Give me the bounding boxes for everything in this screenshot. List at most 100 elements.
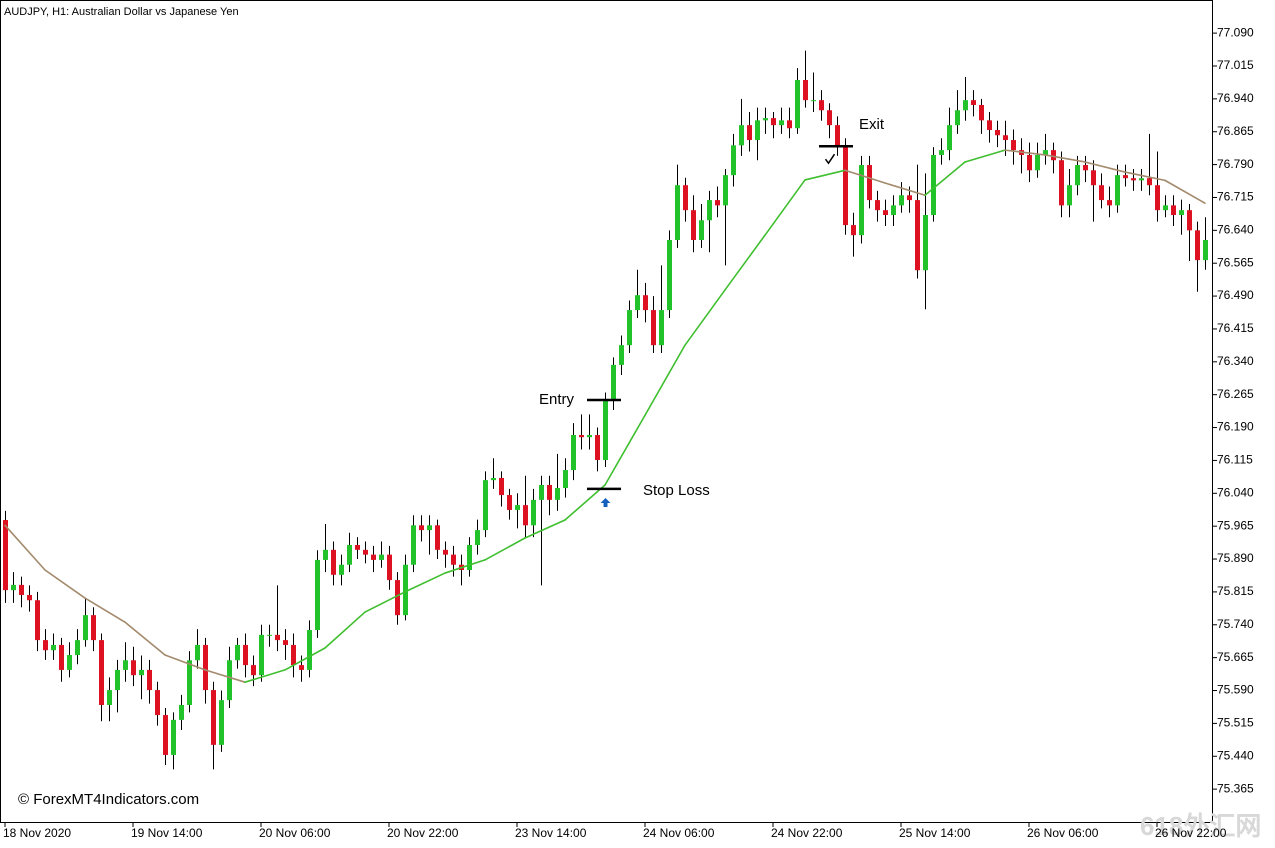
annotation-label: Stop Loss [643, 482, 710, 499]
y-tick-label: 76.415 [1217, 321, 1254, 335]
moving-average [404, 572, 446, 593]
candle-body [1155, 185, 1160, 211]
x-tick-label: 20 Nov 22:00 [387, 826, 459, 840]
moving-average [1004, 149, 1046, 156]
candle-body [347, 545, 352, 565]
candle-body [667, 239, 672, 311]
candle-body [971, 100, 976, 105]
candle-body [595, 435, 600, 460]
candle-body [1203, 239, 1208, 261]
chart-title: AUDJPY, H1: Australian Dollar vs Japanes… [4, 6, 239, 18]
candle-body [923, 214, 928, 271]
candle-body [251, 665, 256, 676]
copyright: © ForexMT4Indicators.com [18, 791, 199, 808]
candle-body [99, 640, 104, 705]
candle-body [275, 634, 280, 641]
y-tick-label: 76.190 [1217, 420, 1254, 434]
candle-body [947, 125, 952, 151]
moving-average [484, 537, 526, 561]
candle-body [859, 165, 864, 236]
moving-average [1044, 154, 1086, 163]
candle-body [243, 644, 248, 666]
moving-average [324, 611, 366, 649]
candle-body [203, 644, 208, 691]
candle-body [83, 615, 88, 641]
candle-body [411, 525, 416, 565]
moving-average [844, 169, 886, 184]
candle-body [883, 210, 888, 215]
candle-body [843, 145, 848, 226]
candle-body [539, 484, 544, 500]
candle-body [803, 80, 808, 101]
candle-body [635, 295, 640, 311]
y-tick-label: 76.865 [1217, 124, 1254, 138]
candle-body [1147, 178, 1152, 186]
candle-body [915, 200, 920, 271]
candle-body [195, 644, 200, 661]
y-tick-label: 76.565 [1217, 255, 1254, 269]
moving-average [4, 524, 46, 571]
candle-body [1027, 154, 1032, 171]
x-tick-label: 26 Nov 06:00 [1027, 826, 1099, 840]
candle-body [715, 200, 720, 206]
candle-body [1067, 185, 1072, 206]
candle-body [963, 100, 968, 111]
candle-body [619, 345, 624, 365]
candle-body [443, 549, 448, 555]
candle-body [723, 175, 728, 206]
candle-body [651, 310, 656, 346]
candle-body [499, 477, 504, 496]
y-tick-label: 75.365 [1217, 781, 1254, 795]
candle-body [427, 525, 432, 531]
candle-body [379, 554, 384, 560]
candle-body [227, 660, 232, 701]
candle-body [1139, 178, 1144, 181]
candle-body [611, 364, 616, 400]
moving-average [1124, 171, 1166, 182]
candle-body [27, 594, 32, 601]
candle-body [475, 530, 480, 546]
candle-body [11, 584, 16, 591]
x-tick-label: 18 Nov 2020 [3, 826, 71, 840]
y-tick-label: 76.715 [1217, 190, 1254, 204]
candle-body [43, 640, 48, 651]
candle-body [3, 520, 8, 591]
candle-body [307, 630, 312, 670]
candle-body [755, 120, 760, 141]
candle-body [219, 700, 224, 745]
candle-body [355, 545, 360, 550]
x-tick-label: 24 Nov 06:00 [643, 826, 715, 840]
candle-body [403, 564, 408, 616]
candle-body [75, 640, 80, 656]
candle-body [1043, 150, 1048, 155]
candle-body [107, 690, 112, 705]
candle-body [291, 644, 296, 666]
candle-body [819, 100, 824, 111]
candle-body [691, 210, 696, 240]
candle-body [1179, 210, 1184, 215]
annotation-label: Exit [859, 116, 885, 133]
y-tick-label: 77.015 [1217, 58, 1254, 72]
candle-body [835, 125, 840, 146]
candle-body [955, 110, 960, 126]
candle-body [315, 559, 320, 631]
candle-body [51, 644, 56, 651]
y-tick-label: 76.265 [1217, 387, 1254, 401]
x-tick-label: 23 Nov 14:00 [515, 826, 587, 840]
candle-body [995, 129, 1000, 136]
candle-body [931, 154, 936, 215]
candle-body [123, 660, 128, 670]
candle-body [435, 525, 440, 550]
candle-body [1123, 175, 1128, 179]
candle-body [1195, 230, 1200, 261]
y-tick-label: 76.790 [1217, 157, 1254, 171]
moving-average [724, 234, 766, 291]
candle-body [555, 488, 560, 500]
candle-body [787, 120, 792, 129]
y-tick-label: 76.115 [1217, 453, 1253, 467]
candle-body [731, 145, 736, 176]
candle-body [1099, 185, 1104, 201]
candle-body [643, 295, 648, 311]
candle-body [467, 545, 472, 570]
moving-average [964, 149, 1006, 163]
